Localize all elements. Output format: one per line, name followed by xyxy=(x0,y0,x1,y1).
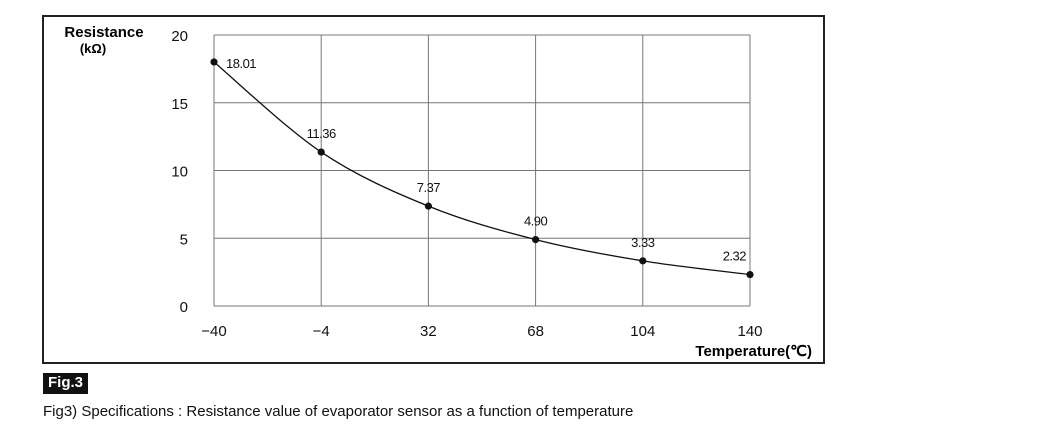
x-tick-label: 104 xyxy=(630,323,655,340)
figure-badge: Fig.3 xyxy=(43,373,89,394)
data-label: 2.32 xyxy=(723,249,747,264)
x-tick-label: 32 xyxy=(420,323,437,340)
axes: Resistance (kΩ) Temperature(℃) xyxy=(64,24,812,360)
tick-labels: −40 −4 32 68 104 140 0 5 10 15 20 xyxy=(171,28,762,340)
x-tick-label: 68 xyxy=(527,323,544,340)
data-label: 3.33 xyxy=(631,235,655,250)
data-label: 4.90 xyxy=(524,214,548,229)
data-point xyxy=(317,148,325,156)
y-axis-unit: (kΩ) xyxy=(80,41,106,56)
data-label: 11.36 xyxy=(307,126,336,141)
x-tick-label: −40 xyxy=(201,323,226,340)
grid xyxy=(213,34,751,307)
y-tick-label: 15 xyxy=(171,96,188,113)
series-line xyxy=(213,61,751,276)
x-axis-title: Temperature(℃) xyxy=(695,343,812,360)
data-points: 18.01 11.36 7.37 4.90 3.33 2.32 xyxy=(210,56,754,279)
y-tick-label: 0 xyxy=(180,299,188,316)
figure-caption: Fig3) Specifications : Resistance value … xyxy=(43,403,634,420)
y-tick-label: 20 xyxy=(171,28,188,45)
data-label: 18.01 xyxy=(226,56,256,71)
x-tick-label: 140 xyxy=(737,323,762,340)
y-axis-title: Resistance xyxy=(64,24,143,41)
data-point xyxy=(746,270,754,279)
y-tick-label: 5 xyxy=(180,231,188,248)
data-point xyxy=(639,257,647,265)
data-point xyxy=(424,202,432,210)
chart-frame xyxy=(42,15,825,364)
data-point xyxy=(210,58,218,66)
data-point xyxy=(532,236,540,244)
x-tick-label: −4 xyxy=(313,323,330,340)
y-tick-label: 10 xyxy=(171,164,188,181)
data-label: 7.37 xyxy=(417,180,441,195)
